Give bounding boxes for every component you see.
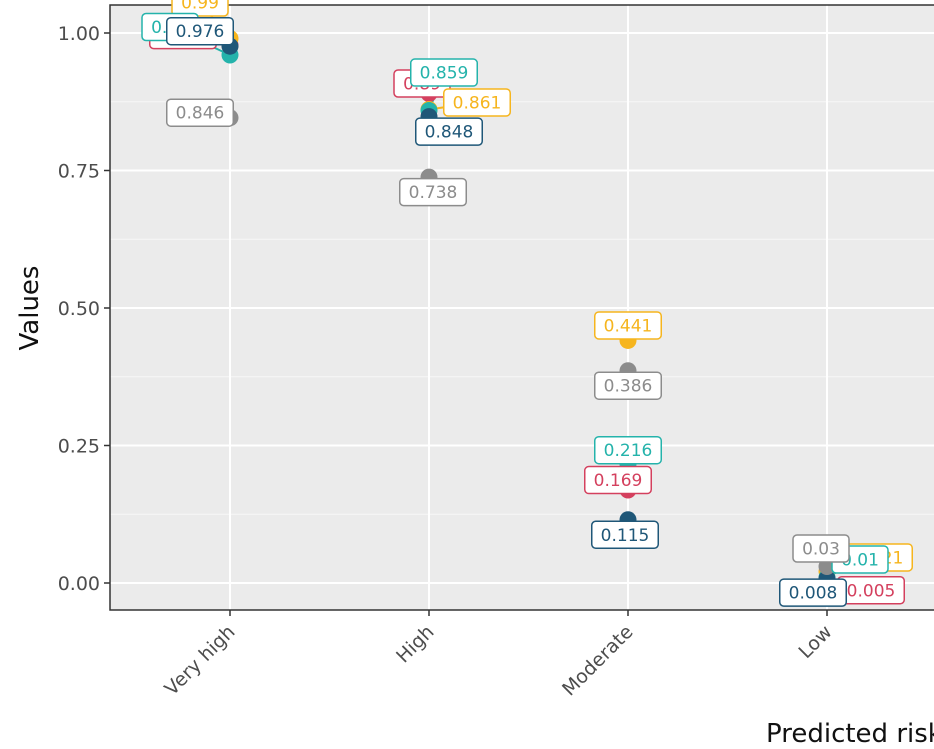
data-label: 0.169 — [594, 471, 643, 491]
data-label: 0.03 — [802, 540, 840, 560]
data-label: 0.008 — [789, 584, 838, 604]
data-label: 0.441 — [604, 316, 653, 336]
x-axis-title: Predicted risk — [766, 719, 934, 749]
data-label: 0.859 — [420, 64, 469, 84]
data-label: 0.216 — [604, 441, 653, 461]
data-label: 0.976 — [176, 22, 225, 42]
x-tick-label: Moderate — [558, 621, 637, 700]
data-label: 0.848 — [425, 123, 474, 143]
y-tick-label: 1.00 — [58, 23, 100, 45]
data-label: 0.386 — [604, 377, 653, 397]
x-tick-label: Low — [795, 621, 837, 663]
data-label: 0.738 — [409, 183, 458, 203]
y-tick-label: 0.50 — [58, 298, 100, 320]
y-tick-label: 0.75 — [58, 161, 100, 183]
x-tick-label: Very high — [161, 621, 240, 700]
x-tick-label: High — [392, 621, 438, 667]
y-tick-label: 0.25 — [58, 436, 100, 458]
data-label: 0.861 — [453, 93, 502, 113]
data-label: 0.99 — [181, 0, 219, 14]
data-label: 0.005 — [847, 581, 896, 601]
y-tick-label: 0.00 — [58, 573, 100, 595]
data-label: 0.846 — [176, 104, 225, 124]
data-label: 0.115 — [601, 526, 650, 546]
y-axis-title: Values — [15, 266, 45, 351]
